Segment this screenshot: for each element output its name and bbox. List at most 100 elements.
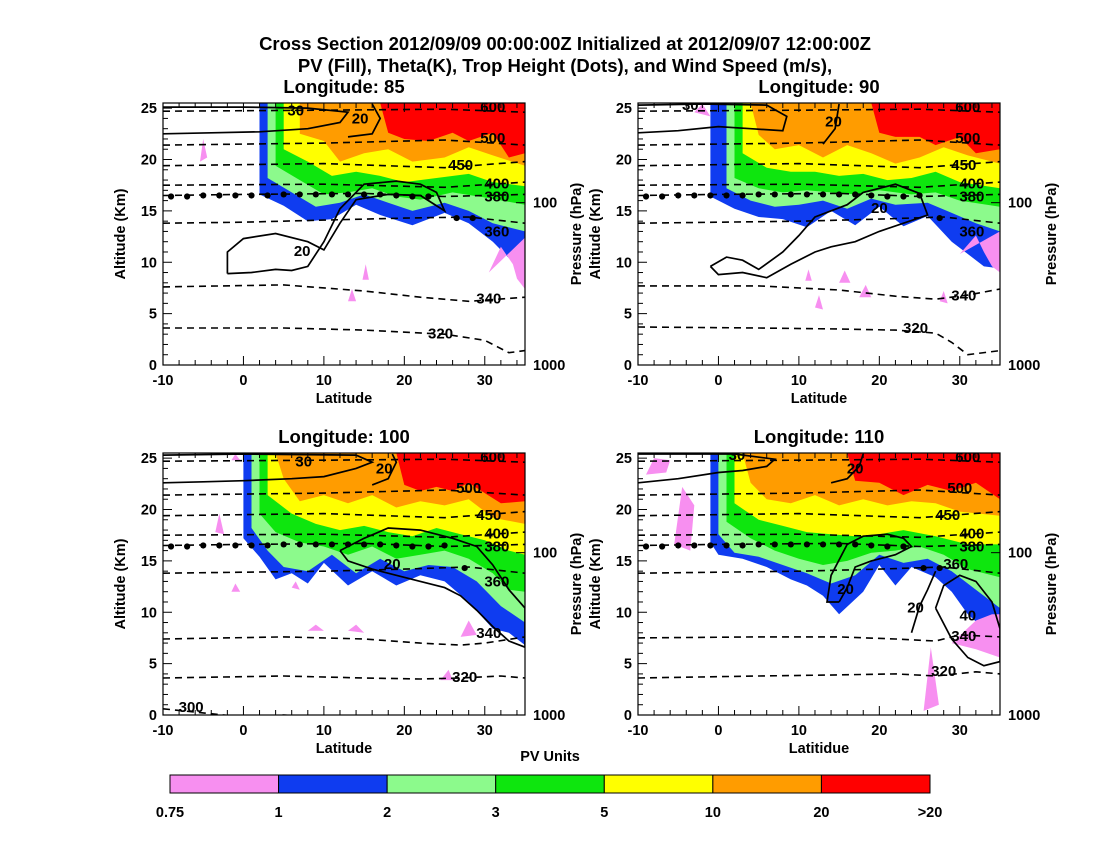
x-tick-label: -10 (628, 723, 649, 739)
pv-fill-20 (380, 103, 525, 158)
trop-height-dot (361, 191, 368, 198)
panel-title: Longitude: 85 (283, 76, 404, 97)
pv-fill-patch (291, 581, 300, 590)
figure-title-line2: PV (Fill), Theta(K), Trop Height (Dots),… (298, 55, 832, 76)
trop-height-dot (900, 193, 907, 200)
trop-height-dot (409, 543, 416, 550)
trop-height-dot (819, 191, 827, 198)
trop-height-dot (328, 191, 336, 198)
trop-height-dot (739, 542, 746, 549)
x-tick-label: 30 (477, 723, 493, 739)
theta-contour-500 (163, 139, 525, 146)
theta-contour-400 (163, 181, 525, 189)
colorbar-label: 3 (492, 805, 500, 821)
theta-contour-360 (163, 216, 525, 224)
wind-contour-30 (163, 453, 375, 484)
pressure-tick-label: 1000 (1008, 358, 1040, 374)
pressure-tick-label: 100 (533, 546, 557, 562)
trop-height-dot (296, 541, 303, 548)
pv-fill-patch (646, 458, 671, 475)
plot-frame (637, 452, 1001, 716)
theta-contour-450 (638, 160, 1000, 169)
trop-height-dot (232, 542, 239, 549)
trop-height-dot (425, 543, 432, 550)
x-tick-label: -10 (153, 723, 174, 739)
colorbar-title: PV Units (520, 749, 580, 765)
trop-height-dot (441, 542, 448, 549)
x-tick-label: 0 (714, 723, 722, 739)
y-tick-label: 5 (149, 307, 157, 323)
pv-fill-patch (348, 289, 357, 302)
y-axis-label: Altitude (Km) (588, 188, 604, 279)
x-tick-label: 0 (239, 373, 247, 389)
trop-height-dot (377, 191, 384, 198)
trop-height-dot (469, 214, 476, 222)
trop-height-dot (936, 214, 943, 222)
pressure-tick-label: 1000 (533, 708, 565, 724)
trop-height-dot (868, 542, 875, 549)
colorbar-label: >20 (918, 805, 943, 821)
x-tick-label: 10 (316, 373, 332, 389)
trop-height-dot (453, 214, 460, 222)
theta-contour-320 (163, 675, 525, 680)
trop-height-dot (642, 193, 650, 200)
theta-label: 340 (951, 287, 976, 304)
y-axis-right-label: Pressure (hPa) (569, 533, 585, 636)
trop-height-dot (787, 541, 794, 548)
colorbar-swatch (495, 774, 605, 794)
y-tick-label: 0 (149, 708, 157, 724)
theta-label: 450 (448, 157, 473, 174)
theta-label: 320 (452, 669, 477, 686)
panel-title: Longitude: 100 (278, 426, 410, 447)
theta-contour-340 (163, 284, 525, 303)
theta-label: 380 (484, 189, 509, 206)
y-axis-label: Altitude (Km) (588, 538, 604, 629)
trop-height-dot (836, 541, 843, 548)
colorbar-swatch (169, 774, 280, 794)
wind-label: 30 (682, 97, 699, 114)
trop-height-dot (296, 191, 303, 198)
trop-height-dot (723, 542, 730, 549)
trop-height-dot (675, 542, 682, 549)
trop-height-dot (216, 542, 223, 549)
colorbar-swatch (820, 774, 931, 794)
trop-height-dot (167, 543, 175, 550)
theta-contour-600 (163, 108, 525, 113)
trop-height-dot (691, 542, 698, 549)
colorbar-label: 20 (813, 805, 829, 821)
trop-height-dot (312, 541, 319, 548)
theta-label: 600 (955, 449, 980, 466)
wind-contour-20 (826, 533, 913, 603)
pressure-tick-label: 100 (1008, 546, 1032, 562)
trop-height-dot (200, 542, 207, 549)
y-tick-label: 20 (141, 503, 157, 519)
trop-height-dot (425, 193, 432, 200)
wind-label: 20 (847, 461, 864, 478)
wind-label: 40 (959, 607, 976, 624)
theta-label: 500 (456, 480, 481, 497)
x-tick-label: 0 (714, 373, 722, 389)
pv-fill-20 (847, 453, 1000, 500)
trop-height-dot (248, 192, 255, 199)
x-tick-label: 10 (316, 723, 332, 739)
theta-contour-600 (638, 458, 1000, 463)
colorbar-label: 0.75 (156, 805, 184, 821)
theta-contour-600 (163, 458, 525, 463)
wind-label: 20 (907, 599, 924, 616)
trop-height-dot (852, 541, 859, 548)
x-tick-label: 10 (791, 723, 807, 739)
theta-label: 450 (935, 507, 960, 524)
pv-fill-patch (348, 624, 365, 633)
theta-label: 450 (951, 157, 976, 174)
theta-label: 320 (903, 320, 928, 337)
figure-title-line1: Cross Section 2012/09/09 00:00:00Z Initi… (259, 33, 871, 54)
y-tick-label: 5 (149, 657, 157, 673)
trop-height-dot (393, 192, 400, 199)
wind-contour-40 (934, 574, 1000, 667)
trop-height-dot (916, 192, 923, 199)
